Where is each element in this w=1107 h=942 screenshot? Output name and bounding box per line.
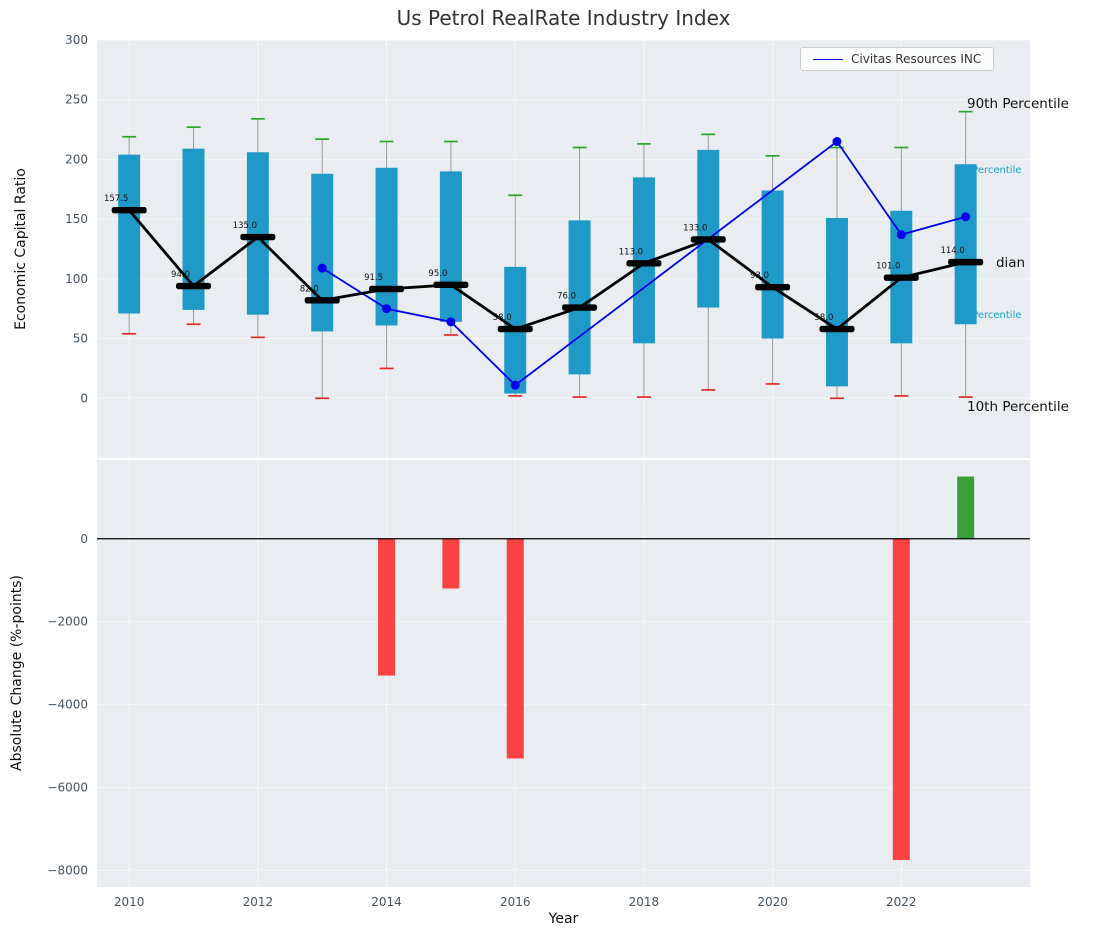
top-ytick-label: 50 — [73, 332, 88, 346]
median-marker-2016 — [497, 325, 533, 333]
company-marker-2014 — [382, 304, 392, 314]
annotation-25th-text: 25th Percentile — [963, 310, 1022, 321]
xtick-label: 2010 — [114, 895, 145, 909]
top-ytick-label: 300 — [65, 33, 88, 47]
iqr-box-2021 — [825, 217, 848, 387]
median-line — [128, 209, 966, 331]
company-marker-2013 — [317, 263, 327, 273]
median-marker-2012 — [240, 233, 276, 241]
change-bar-2014 — [378, 538, 396, 676]
iqr-box-2014 — [375, 167, 398, 326]
xtick-label: 2020 — [757, 895, 788, 909]
median-value-label: 58.0 — [814, 313, 833, 323]
company-marker-2021 — [832, 137, 842, 147]
change-bar-2022 — [892, 538, 910, 861]
iqr-box-2020 — [761, 190, 784, 339]
median-value-label: 58.0 — [493, 313, 512, 323]
annotation-10th-text: 10th Percentile — [967, 399, 1069, 415]
xtick-label: 2012 — [243, 895, 274, 909]
change-bar-2023 — [957, 476, 975, 539]
bottom-ytick-label: −8000 — [47, 863, 88, 877]
top-ytick-label: 200 — [65, 152, 88, 166]
median-value-label: 133.0 — [683, 223, 707, 233]
chart-title: Us Petrol RealRate Industry Index — [396, 6, 731, 30]
company-marker-2016 — [510, 380, 520, 390]
median-value-label: 101.0 — [876, 262, 900, 272]
median-value-label: 94.0 — [171, 270, 190, 280]
median-value-label: 76.0 — [557, 292, 576, 302]
xtick-label: 2018 — [629, 895, 660, 909]
median-value-label: 114.0 — [940, 246, 964, 256]
annotation-90th-percentile: 90th Percentile — [967, 95, 1102, 113]
bottom-ytick-label: 0 — [80, 532, 88, 546]
top-y-axis-label: Economic Capital Ratio — [13, 168, 29, 330]
top-ytick-label: 0 — [80, 391, 88, 405]
xtick-label: 2022 — [886, 895, 917, 909]
annotation-75th-text: 75th Percentile — [963, 165, 1022, 176]
median-value-label: 135.0 — [233, 221, 257, 231]
company-marker-2022 — [896, 230, 906, 240]
company-marker-2023 — [961, 212, 971, 222]
median-marker-2013 — [304, 297, 340, 304]
annotation-median-text: Median — [997, 255, 1026, 271]
company-marker-2015 — [446, 317, 456, 327]
top-ytick-label: 100 — [65, 272, 88, 286]
median-marker-2021 — [819, 325, 855, 333]
top-ytick-label: 250 — [65, 93, 88, 107]
median-marker-2019 — [690, 236, 726, 243]
iqr-box-2017 — [568, 220, 591, 375]
annotation-25th-percentile: 25th Percentile — [963, 309, 1083, 323]
iqr-box-2013 — [311, 173, 334, 332]
xtick-label: 2014 — [371, 895, 402, 909]
median-marker-2022 — [883, 274, 919, 281]
median-value-label: 157.5 — [104, 194, 128, 204]
x-axis-label: Year — [548, 911, 579, 927]
median-marker-2015 — [433, 281, 469, 289]
iqr-box-2019 — [697, 149, 720, 308]
median-marker-2020 — [755, 284, 791, 291]
bottom-panel-bg — [97, 460, 1030, 887]
median-value-label: 113.0 — [619, 247, 643, 257]
iqr-box-2012 — [246, 152, 269, 315]
legend-line-sample — [813, 58, 843, 60]
top-panel-bg — [97, 40, 1030, 458]
annotation-median: Median — [997, 254, 1097, 272]
median-value-label: 93.0 — [750, 271, 769, 281]
annotation-75th-percentile: 75th Percentile — [963, 164, 1083, 178]
annotation-10th-percentile: 10th Percentile — [967, 398, 1102, 416]
bottom-ytick-label: −4000 — [47, 698, 88, 712]
legend-label: Civitas Resources INC — [851, 52, 982, 66]
iqr-box-2011 — [182, 148, 205, 310]
median-value-label: 91.5 — [364, 273, 383, 283]
iqr-box-2023 — [954, 164, 977, 325]
iqr-box-2010 — [118, 154, 141, 314]
median-marker-2023 — [948, 258, 984, 266]
median-marker-2014 — [369, 285, 405, 293]
top-ytick-label: 150 — [65, 212, 88, 226]
bottom-ytick-label: −6000 — [47, 781, 88, 795]
median-marker-2018 — [626, 260, 662, 267]
legend: Civitas Resources INC — [800, 47, 995, 71]
bottom-ytick-label: −2000 — [47, 615, 88, 629]
annotation-90th-text: 90th Percentile — [967, 96, 1069, 112]
median-marker-2017 — [562, 304, 598, 311]
change-bar-2016 — [506, 538, 524, 759]
iqr-box-2015 — [439, 171, 462, 322]
median-value-label: 95.0 — [428, 269, 447, 279]
median-marker-2010 — [111, 206, 147, 214]
change-bar-2015 — [442, 538, 460, 589]
xtick-label: 2016 — [500, 895, 531, 909]
bottom-y-axis-label: Absolute Change (%-points) — [9, 575, 25, 771]
median-value-label: 82.0 — [300, 284, 319, 294]
median-marker-2011 — [176, 282, 212, 290]
